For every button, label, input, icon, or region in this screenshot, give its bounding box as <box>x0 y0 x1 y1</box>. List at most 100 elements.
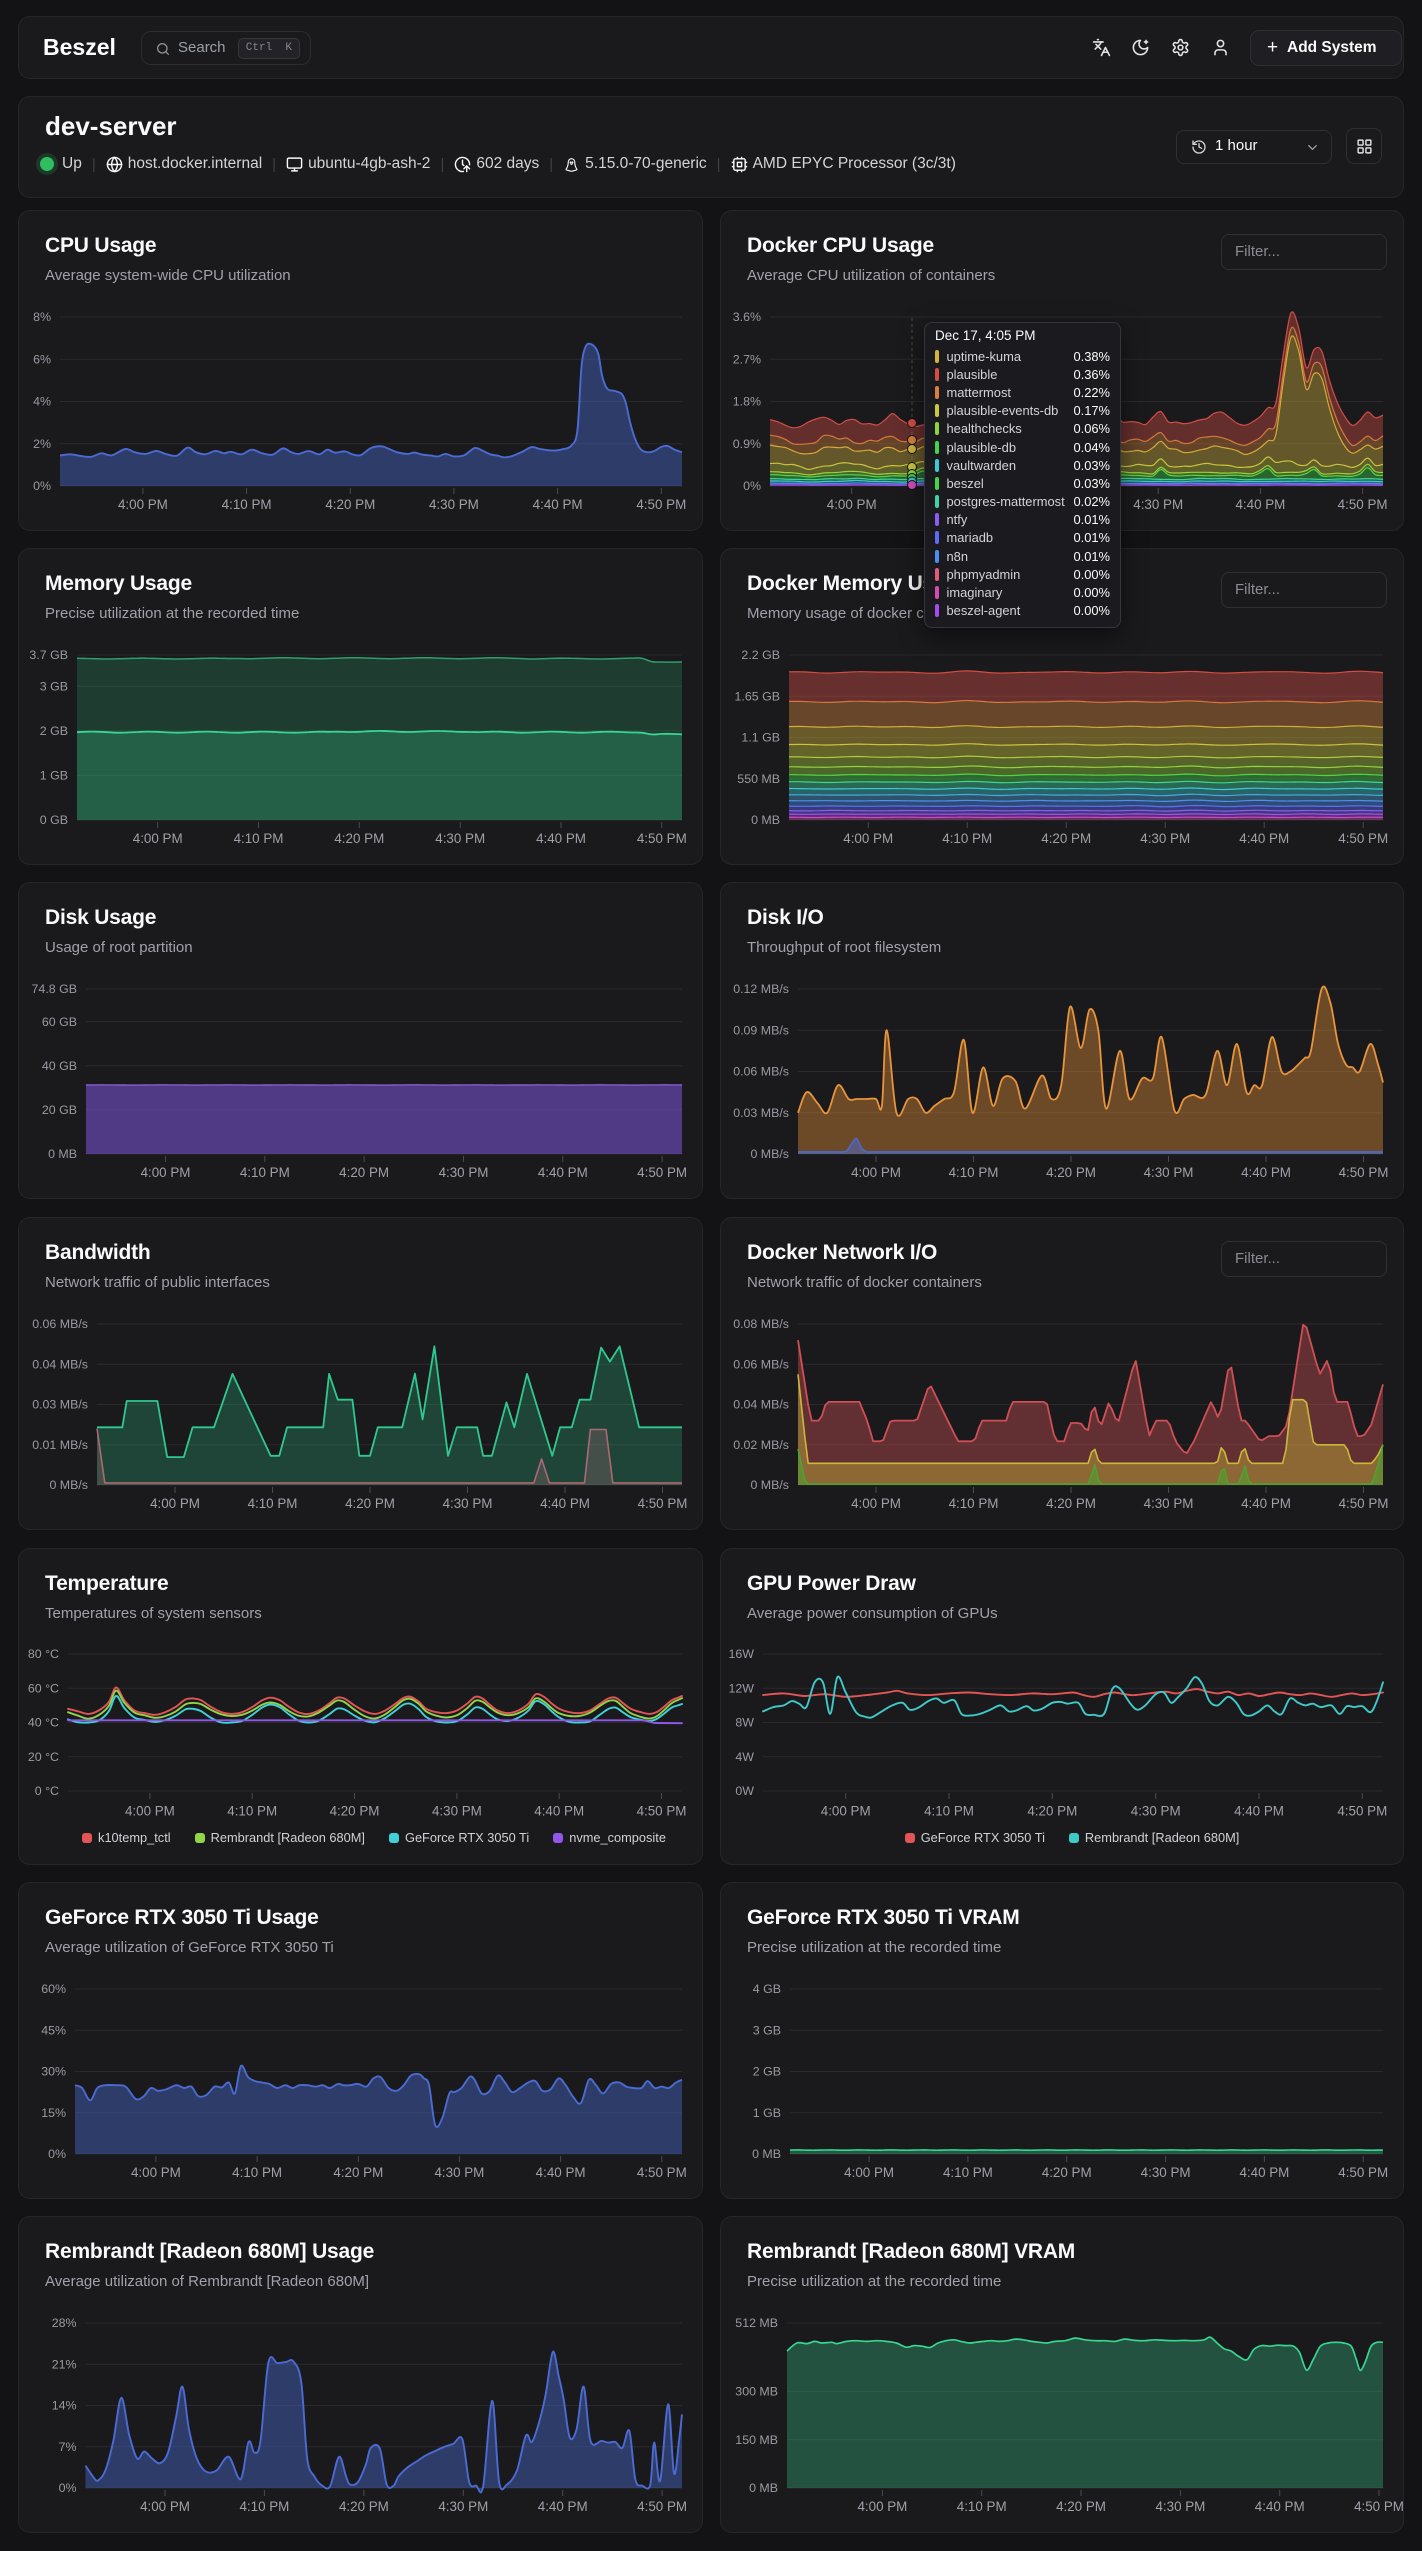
svg-text:2.7%: 2.7% <box>733 352 761 366</box>
svg-text:20 °C: 20 °C <box>28 1750 59 1764</box>
svg-text:0.08 MB/s: 0.08 MB/s <box>733 1317 789 1331</box>
svg-text:4:20 PM: 4:20 PM <box>1042 2165 1092 2180</box>
svg-text:30%: 30% <box>41 2065 66 2079</box>
svg-text:4:20 PM: 4:20 PM <box>1046 1496 1096 1511</box>
svg-text:4:40 PM: 4:40 PM <box>1239 831 1289 846</box>
svg-text:4:50 PM: 4:50 PM <box>637 1804 687 1819</box>
svg-text:1.65 GB: 1.65 GB <box>735 689 780 703</box>
svg-text:28%: 28% <box>52 2316 77 2330</box>
svg-text:4:20 PM: 4:20 PM <box>1046 1165 1096 1180</box>
svg-text:4:40 PM: 4:40 PM <box>1255 2499 1305 2514</box>
svg-text:4:20 PM: 4:20 PM <box>330 1804 380 1819</box>
svg-text:12W: 12W <box>729 1681 755 1695</box>
svg-text:4:40 PM: 4:40 PM <box>536 2165 586 2180</box>
svg-text:4:30 PM: 4:30 PM <box>1144 1496 1194 1511</box>
svg-text:2 GB: 2 GB <box>753 2065 781 2079</box>
svg-text:4:40 PM: 4:40 PM <box>1241 1496 1291 1511</box>
svg-text:0.04 MB/s: 0.04 MB/s <box>733 1398 789 1412</box>
svg-text:2%: 2% <box>33 437 51 451</box>
svg-text:150 MB: 150 MB <box>735 2433 778 2447</box>
svg-text:2 GB: 2 GB <box>40 724 68 738</box>
svg-text:3.6%: 3.6% <box>733 310 761 324</box>
svg-text:4:10 PM: 4:10 PM <box>942 831 992 846</box>
svg-text:4 GB: 4 GB <box>753 1982 781 1996</box>
svg-text:4:20 PM: 4:20 PM <box>339 1165 389 1180</box>
svg-text:4:10 PM: 4:10 PM <box>239 2499 289 2514</box>
svg-text:0 MB: 0 MB <box>751 813 780 827</box>
svg-text:4:40 PM: 4:40 PM <box>1235 497 1285 512</box>
svg-text:4:40 PM: 4:40 PM <box>533 497 583 512</box>
svg-text:4:30 PM: 4:30 PM <box>1155 2499 1205 2514</box>
svg-text:4:30 PM: 4:30 PM <box>1131 1804 1181 1819</box>
svg-text:4:00 PM: 4:00 PM <box>851 1496 901 1511</box>
svg-text:4:10 PM: 4:10 PM <box>957 2499 1007 2514</box>
svg-text:4:00 PM: 4:00 PM <box>843 831 893 846</box>
svg-text:4:20 PM: 4:20 PM <box>325 497 375 512</box>
svg-text:4:20 PM: 4:20 PM <box>1041 831 1091 846</box>
svg-text:14%: 14% <box>52 2399 77 2413</box>
svg-text:2.2 GB: 2.2 GB <box>741 648 780 662</box>
svg-text:512 MB: 512 MB <box>735 2316 778 2330</box>
svg-text:4:40 PM: 4:40 PM <box>534 1804 584 1819</box>
svg-text:40 °C: 40 °C <box>28 1716 59 1730</box>
svg-text:0%: 0% <box>48 2147 66 2161</box>
svg-text:4:00 PM: 4:00 PM <box>131 2165 181 2180</box>
svg-text:0 MB: 0 MB <box>752 2147 781 2161</box>
svg-text:8%: 8% <box>33 310 51 324</box>
svg-text:0.02 MB/s: 0.02 MB/s <box>733 1438 789 1452</box>
svg-text:3.7 GB: 3.7 GB <box>29 648 68 662</box>
svg-text:4:30 PM: 4:30 PM <box>434 2165 484 2180</box>
svg-text:4:20 PM: 4:20 PM <box>333 2165 383 2180</box>
svg-text:4:00 PM: 4:00 PM <box>125 1804 175 1819</box>
svg-text:0 MB: 0 MB <box>749 2481 778 2495</box>
svg-text:4:00 PM: 4:00 PM <box>150 1496 200 1511</box>
svg-text:4:50 PM: 4:50 PM <box>1354 2499 1404 2514</box>
svg-text:0.12 MB/s: 0.12 MB/s <box>733 982 789 996</box>
svg-text:4:00 PM: 4:00 PM <box>844 2165 894 2180</box>
svg-text:4:50 PM: 4:50 PM <box>1338 831 1388 846</box>
svg-text:16W: 16W <box>729 1647 755 1661</box>
svg-text:1.8%: 1.8% <box>733 395 761 409</box>
svg-text:4:40 PM: 4:40 PM <box>1239 2165 1289 2180</box>
svg-text:20 GB: 20 GB <box>42 1103 77 1117</box>
svg-text:4:50 PM: 4:50 PM <box>637 1165 687 1180</box>
svg-text:4:00 PM: 4:00 PM <box>821 1804 871 1819</box>
svg-text:80 °C: 80 °C <box>28 1647 59 1661</box>
svg-text:4:20 PM: 4:20 PM <box>1027 1804 1077 1819</box>
svg-text:4:10 PM: 4:10 PM <box>227 1804 277 1819</box>
svg-text:4:10 PM: 4:10 PM <box>222 497 272 512</box>
svg-text:4W: 4W <box>735 1750 754 1764</box>
svg-text:21%: 21% <box>52 2357 77 2371</box>
svg-text:4:00 PM: 4:00 PM <box>851 1165 901 1180</box>
svg-text:7%: 7% <box>59 2440 77 2454</box>
svg-text:4:30 PM: 4:30 PM <box>435 831 485 846</box>
svg-text:4:30 PM: 4:30 PM <box>429 497 479 512</box>
svg-text:4:10 PM: 4:10 PM <box>949 1165 999 1180</box>
svg-text:0.01 MB/s: 0.01 MB/s <box>32 1438 88 1452</box>
svg-text:45%: 45% <box>41 2023 66 2037</box>
svg-text:4:50 PM: 4:50 PM <box>637 2165 687 2180</box>
svg-text:0.9%: 0.9% <box>733 437 761 451</box>
svg-text:4:50 PM: 4:50 PM <box>638 1496 688 1511</box>
svg-text:4:40 PM: 4:40 PM <box>1234 1804 1284 1819</box>
svg-text:4:10 PM: 4:10 PM <box>234 831 284 846</box>
svg-text:4:40 PM: 4:40 PM <box>1241 1165 1291 1180</box>
svg-text:4%: 4% <box>33 395 51 409</box>
svg-text:4:40 PM: 4:40 PM <box>536 831 586 846</box>
svg-text:4:10 PM: 4:10 PM <box>943 2165 993 2180</box>
svg-text:4:50 PM: 4:50 PM <box>637 831 687 846</box>
svg-text:4:50 PM: 4:50 PM <box>637 2499 687 2514</box>
svg-text:4:20 PM: 4:20 PM <box>339 2499 389 2514</box>
svg-text:4:40 PM: 4:40 PM <box>540 1496 590 1511</box>
svg-text:0%: 0% <box>59 2481 77 2495</box>
svg-text:4:50 PM: 4:50 PM <box>636 497 686 512</box>
svg-text:4:10 PM: 4:10 PM <box>949 1496 999 1511</box>
svg-text:0W: 0W <box>735 1784 754 1798</box>
svg-text:4:30 PM: 4:30 PM <box>1140 831 1190 846</box>
svg-text:0.06 MB/s: 0.06 MB/s <box>733 1357 789 1371</box>
svg-text:40 GB: 40 GB <box>42 1059 77 1073</box>
svg-text:0 MB/s: 0 MB/s <box>49 1478 88 1492</box>
svg-text:4:50 PM: 4:50 PM <box>1337 1804 1387 1819</box>
svg-text:1.1 GB: 1.1 GB <box>741 731 780 745</box>
svg-text:4:20 PM: 4:20 PM <box>345 1496 395 1511</box>
